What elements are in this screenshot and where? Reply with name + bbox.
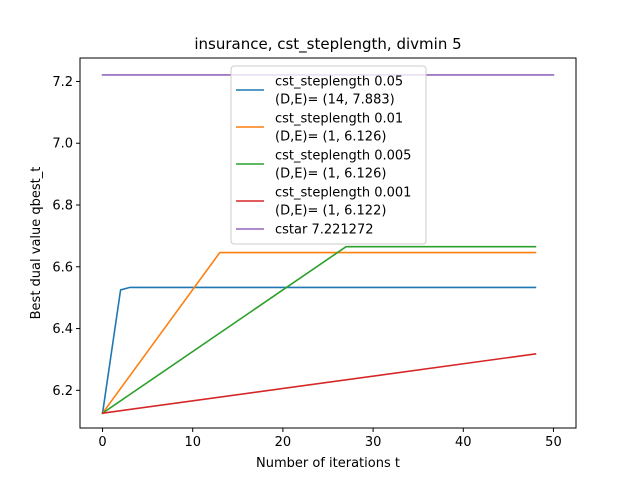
- legend-label: cst_steplength 0.005: [275, 149, 411, 164]
- x-tick-label: 10: [184, 435, 201, 450]
- series-line-1: [101, 251, 537, 415]
- y-axis-label: Best dual value qbest_t: [29, 167, 44, 320]
- x-axis-label: Number of iterations t: [256, 456, 400, 471]
- legend-label: (D,E)= (1, 6.126): [275, 167, 386, 182]
- legend: cst_steplength 0.05 (D,E)= (14, 7.883) cst…: [230, 65, 427, 245]
- legend-label: (D,E)= (1, 6.122): [275, 204, 386, 219]
- y-tick-label: 6.4: [52, 322, 73, 337]
- legend-label: cst_steplength 0.05: [275, 75, 403, 90]
- y-tick-label: 6.6: [52, 260, 73, 275]
- y-tick-label: 6.8: [52, 199, 73, 214]
- chart-title: insurance, cst_steplength, divmin 5: [194, 35, 461, 54]
- legend-box: [230, 65, 427, 245]
- legend-label: cst_steplength 0.001: [275, 186, 411, 201]
- x-axis: 0 10 20 30 40 50: [98, 428, 562, 450]
- x-tick-label: 20: [275, 435, 292, 450]
- y-axis: 6.2 6.4 6.6 6.8 7.0 7.2: [52, 75, 80, 399]
- legend-label: cst_steplength 0.01: [275, 112, 403, 127]
- series-line-3: [101, 352, 537, 415]
- x-tick-label: 50: [545, 435, 562, 450]
- series-line-0: [101, 286, 537, 415]
- y-tick-label: 6.2: [52, 384, 73, 399]
- plot-lines: [101, 74, 555, 415]
- legend-label: (D,E)= (14, 7.883): [275, 93, 395, 108]
- plot-frame: [79, 57, 577, 429]
- legend-label: (D,E)= (1, 6.126): [275, 130, 386, 145]
- x-tick-label: 40: [455, 435, 472, 450]
- legend-label: cstar 7.221272: [275, 223, 374, 238]
- x-tick-label: 30: [365, 435, 382, 450]
- series-line-2: [101, 245, 537, 415]
- y-tick-label: 7.0: [52, 137, 73, 152]
- y-tick-label: 7.2: [52, 75, 73, 90]
- x-tick-label: 0: [98, 435, 106, 450]
